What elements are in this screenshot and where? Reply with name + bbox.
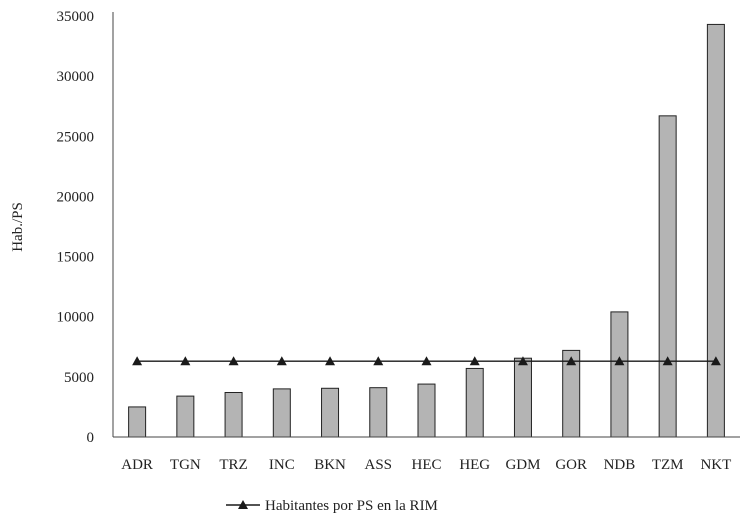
bar-hec (417, 383, 436, 438)
x-tick-label: ADR (121, 457, 153, 473)
line-point-tzm (662, 356, 673, 366)
x-tick-label: TZM (652, 457, 684, 473)
x-tick-label: NKT (700, 457, 731, 473)
y-tick-label: 5000 (64, 370, 94, 386)
x-tick-label: NDB (604, 457, 636, 473)
x-tick-label: GDM (505, 457, 540, 473)
x-tick-label: HEC (412, 457, 442, 473)
line-point-tgn (180, 356, 191, 366)
bar-adr (128, 406, 147, 438)
bar-trz (224, 391, 243, 438)
legend-triangle-marker (238, 500, 248, 509)
legend-entry: Habitantes por PS en la RIM (265, 498, 438, 514)
y-axis-label: Hab./PS (10, 202, 26, 252)
line-point-nkt (710, 356, 721, 366)
bar-ndb (610, 311, 629, 438)
x-tick-label: BKN (314, 457, 346, 473)
y-tick-label: 20000 (57, 189, 95, 205)
bar-gdm (513, 357, 532, 438)
line-point-adr (132, 356, 143, 366)
x-tick-labels: ADR TGN TRZ INC BKN ASS HEC HEG GDM GOR NDB TZM NKT (121, 457, 731, 473)
x-tick-label: TRZ (219, 457, 247, 473)
y-tick-label: 10000 (57, 310, 95, 326)
line-point-inc (276, 356, 287, 366)
x-tick-label: TGN (170, 457, 201, 473)
y-tick-labels: 0 5000 10000 15000 20000 25000 30000 35000 (57, 9, 95, 446)
x-tick-label: HEG (459, 457, 490, 473)
x-tick-label: INC (269, 457, 295, 473)
line-point-bkn (325, 356, 336, 366)
bar-inc (272, 388, 291, 438)
line-point-heg (469, 356, 480, 366)
line-point-trz (228, 356, 239, 366)
y-tick-label: 35000 (57, 9, 95, 25)
line-point-hec (421, 356, 432, 366)
y-tick-label: 15000 (57, 250, 95, 266)
line-point-ass (373, 356, 384, 366)
y-tick-label: 0 (87, 430, 95, 446)
line-point-ndb (614, 356, 625, 366)
bar-heg (465, 367, 484, 438)
bar-tgn (176, 395, 195, 438)
y-tick-label: 25000 (57, 129, 95, 145)
bar-bkn (321, 387, 340, 438)
reference-line-series (132, 356, 721, 366)
line-point-gor (566, 356, 577, 366)
x-tick-label: ASS (365, 457, 393, 473)
y-tick-label: 30000 (57, 69, 95, 85)
bar-nkt (706, 23, 725, 438)
legend: Habitantes por PS en la RIM (226, 498, 438, 514)
bars (128, 23, 725, 438)
bar-tzm (658, 115, 677, 438)
bar-ass (369, 387, 388, 438)
line-point-gdm (517, 356, 528, 366)
x-tick-label: GOR (555, 457, 587, 473)
